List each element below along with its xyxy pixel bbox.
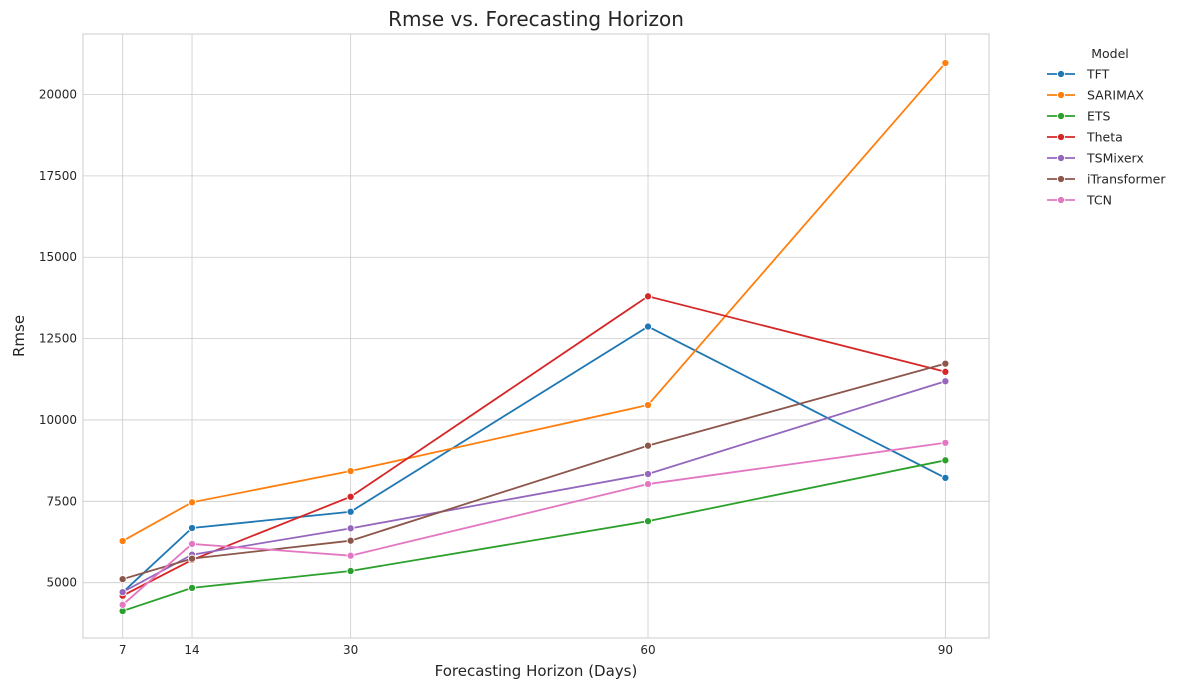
data-point-tcn bbox=[118, 600, 127, 609]
data-point-tcn bbox=[941, 438, 950, 447]
chart-title: Rmse vs. Forecasting Horizon bbox=[388, 7, 684, 31]
legend-title: Model bbox=[1091, 46, 1129, 61]
data-point-sarimax bbox=[346, 467, 355, 476]
data-point-tsmixerx bbox=[118, 588, 127, 597]
data-point-tsmixerx bbox=[346, 524, 355, 533]
legend-swatch-marker bbox=[1056, 153, 1066, 163]
series-ets bbox=[118, 456, 950, 616]
series-line-tcn bbox=[122, 441, 946, 606]
legend-item-tsmixerx: TSMixerx bbox=[1047, 151, 1144, 166]
series-tsmixerx bbox=[118, 377, 950, 597]
data-point-tcn bbox=[346, 551, 355, 560]
legend-label: ETS bbox=[1087, 109, 1111, 124]
data-point-tcn bbox=[643, 480, 653, 489]
data-point-itransformer bbox=[643, 441, 653, 450]
legend-label: SARIMAX bbox=[1087, 88, 1144, 103]
data-point-sarimax bbox=[941, 58, 950, 68]
series-itransformer bbox=[118, 359, 950, 584]
legend-swatch-marker bbox=[1056, 132, 1066, 142]
data-point-tft bbox=[941, 473, 950, 482]
legend-label: TFT bbox=[1086, 67, 1110, 82]
legend-item-tcn: TCN bbox=[1047, 193, 1112, 208]
legend-swatch-marker bbox=[1056, 195, 1066, 205]
series-sarimax bbox=[118, 58, 950, 546]
y-tick-label: 12500 bbox=[39, 332, 77, 346]
data-point-ets bbox=[941, 456, 950, 465]
data-point-tft bbox=[346, 507, 355, 516]
data-point-tcn bbox=[187, 539, 197, 549]
legend-swatch-marker bbox=[1056, 69, 1066, 79]
data-point-tft bbox=[187, 523, 197, 533]
series-group bbox=[118, 58, 950, 616]
data-point-theta bbox=[941, 367, 950, 376]
legend-items: TFT SARIMAX ETS Theta TSMixerx iTransformer TC… bbox=[1047, 67, 1166, 208]
data-point-itransformer bbox=[941, 359, 950, 368]
x-axis-label: Forecasting Horizon (Days) bbox=[435, 662, 638, 680]
data-point-itransformer bbox=[187, 554, 197, 563]
series-line-tsmixerx bbox=[122, 380, 946, 593]
y-tick-label: 10000 bbox=[39, 413, 77, 427]
series-line-itransformer bbox=[122, 362, 946, 580]
legend-label: iTransformer bbox=[1087, 172, 1166, 187]
y-tick-label: 20000 bbox=[39, 88, 77, 102]
data-point-ets bbox=[643, 517, 653, 526]
series-line-theta bbox=[122, 295, 946, 597]
legend-swatch-marker bbox=[1056, 111, 1066, 121]
legend-label: TSMixerx bbox=[1086, 151, 1144, 166]
x-tick-label: 60 bbox=[640, 643, 655, 657]
y-tick-label: 17500 bbox=[39, 169, 77, 183]
x-tick-label: 30 bbox=[343, 643, 358, 657]
grid bbox=[83, 34, 989, 638]
data-point-tsmixerx bbox=[941, 377, 950, 386]
data-point-ets bbox=[187, 583, 197, 592]
x-axis-ticks: 7 14 30 60 90 bbox=[119, 643, 953, 657]
legend-item-itransformer: iTransformer bbox=[1047, 172, 1166, 187]
y-tick-label: 5000 bbox=[46, 576, 77, 590]
y-tick-label: 7500 bbox=[46, 494, 77, 508]
legend-item-theta: Theta bbox=[1047, 130, 1123, 145]
x-tick-label: 90 bbox=[938, 643, 953, 657]
legend-swatch-marker bbox=[1056, 90, 1066, 100]
y-axis-ticks: 5000 7500 10000 12500 15000 17500 20000 bbox=[39, 88, 77, 590]
data-point-theta bbox=[643, 292, 653, 301]
data-point-sarimax bbox=[643, 400, 653, 410]
legend-item-sarimax: SARIMAX bbox=[1047, 88, 1144, 103]
data-point-sarimax bbox=[118, 536, 127, 546]
series-line-sarimax bbox=[122, 62, 947, 542]
legend-swatch-marker bbox=[1056, 174, 1066, 184]
legend-item-ets: ETS bbox=[1047, 109, 1111, 124]
data-point-ets bbox=[346, 566, 355, 576]
data-point-tft bbox=[643, 322, 653, 331]
legend-label: Theta bbox=[1086, 130, 1123, 145]
data-point-theta bbox=[346, 492, 355, 501]
series-tcn bbox=[118, 438, 950, 609]
legend-label: TCN bbox=[1086, 193, 1112, 208]
legend: Model TFT SARIMAX ETS Theta TSMixerx iTransfo… bbox=[1047, 46, 1166, 208]
x-tick-label: 7 bbox=[119, 643, 127, 657]
legend-item-tft: TFT bbox=[1047, 67, 1110, 82]
data-point-sarimax bbox=[187, 498, 197, 507]
data-point-tsmixerx bbox=[643, 469, 653, 479]
x-tick-label: 14 bbox=[184, 643, 199, 657]
data-point-itransformer bbox=[346, 536, 355, 545]
y-tick-label: 15000 bbox=[39, 250, 77, 264]
data-point-itransformer bbox=[118, 575, 127, 584]
y-axis-label: Rmse bbox=[10, 315, 28, 357]
plot-frame bbox=[82, 33, 990, 639]
